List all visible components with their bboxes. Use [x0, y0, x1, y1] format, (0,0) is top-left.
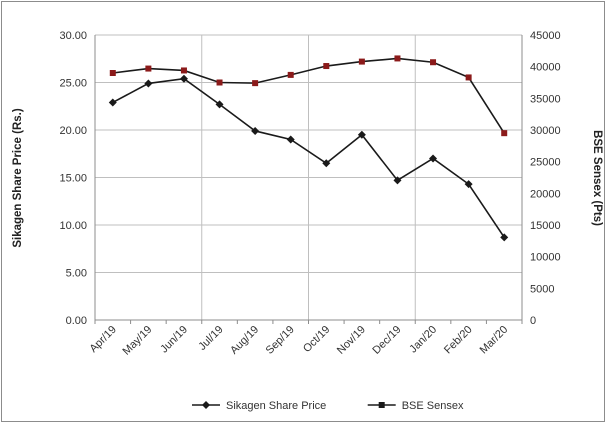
- data-point: [145, 65, 152, 72]
- y-right-tick-label: 5000: [530, 283, 554, 295]
- right-tick-labels: 0 5000 10000 15000 20000 25000 30000 35000 40000…: [530, 30, 561, 327]
- y-axis-right-title: BSE Sensex (Pts): [591, 130, 603, 226]
- series-markers: [108, 55, 509, 242]
- x-tick-label: Feb/20: [442, 324, 475, 357]
- y-right-tick-label: 10000: [530, 252, 561, 264]
- data-point: [180, 67, 187, 74]
- y-axis-left-title: Sikagen Share Price (Rs.): [12, 108, 24, 248]
- data-point: [109, 70, 116, 76]
- x-tick-label: Jan/20: [407, 324, 439, 356]
- series-line-2: [112, 57, 505, 134]
- data-point: [144, 79, 153, 88]
- data-point: [500, 233, 509, 242]
- y-left-tick-label: 15.00: [59, 173, 87, 185]
- x-tick-label: Aug/19: [228, 324, 261, 357]
- y-right-tick-label: 25000: [530, 157, 561, 169]
- axes: [94, 35, 523, 324]
- data-point: [501, 130, 508, 137]
- y-left-tick-label: 0.00: [66, 315, 87, 327]
- y-left-tick-label: 30.00: [59, 30, 87, 42]
- y-left-tick-label: 10.00: [59, 220, 87, 232]
- chart-frame: 0.00 5.00 10.00 15.00 20.00 25.00 30.00 0 5000 1…: [1, 1, 605, 422]
- data-point: [252, 80, 259, 87]
- x-tick-label: Oct/19: [301, 324, 332, 355]
- legend: Sikagen Share Price BSE Sensex: [192, 400, 464, 412]
- series-lines: [112, 57, 505, 238]
- grid-lines: [94, 34, 523, 321]
- data-point: [393, 176, 402, 185]
- y-right-tick-label: 30000: [530, 125, 561, 137]
- y-right-tick-label: 20000: [530, 188, 561, 200]
- data-point: [323, 63, 330, 70]
- x-tick-label: Sep/19: [264, 324, 297, 357]
- data-point: [322, 159, 331, 168]
- y-left-tick-label: 20.00: [59, 125, 87, 137]
- x-tick-label: Jun/19: [158, 324, 190, 356]
- series-line-1: [112, 77, 505, 238]
- data-point: [464, 180, 473, 189]
- legend-label: Sikagen Share Price: [226, 400, 326, 412]
- data-point: [216, 79, 223, 86]
- left-tick-labels: 0.00 5.00 10.00 15.00 20.00 25.00 30.00: [59, 30, 87, 327]
- data-point: [429, 154, 438, 163]
- x-tick-label: May/19: [120, 324, 154, 358]
- x-tick-label: Jul/19: [196, 324, 225, 353]
- x-tick-label: Dec/19: [370, 324, 403, 357]
- x-tick-label: Mar/20: [478, 324, 511, 357]
- data-point: [358, 58, 365, 65]
- x-tick-label: Nov/19: [335, 324, 368, 357]
- x-tick-labels: Apr/19 May/19 Jun/19 Jul/19 Aug/19 Sep/19 Oct/…: [88, 324, 511, 358]
- x-tick-label: Apr/19: [88, 324, 119, 355]
- y-right-tick-label: 0: [530, 315, 536, 327]
- legend-marker: [378, 402, 385, 408]
- data-point: [179, 74, 188, 83]
- data-point: [465, 74, 472, 81]
- legend-label: BSE Sensex: [402, 400, 464, 412]
- data-point: [287, 71, 294, 78]
- data-point: [394, 55, 401, 62]
- data-point: [251, 126, 260, 135]
- legend-marker: [202, 401, 210, 409]
- data-point: [108, 98, 117, 107]
- data-point: [215, 100, 224, 109]
- y-right-tick-label: 45000: [530, 30, 561, 42]
- data-point: [430, 59, 437, 66]
- y-left-tick-label: 25.00: [59, 78, 87, 90]
- y-right-tick-label: 40000: [530, 62, 561, 74]
- data-point: [357, 130, 366, 139]
- y-left-tick-label: 5.00: [66, 268, 87, 280]
- y-right-tick-label: 35000: [530, 93, 561, 105]
- y-right-tick-label: 15000: [530, 220, 561, 232]
- data-point: [286, 135, 295, 144]
- line-chart: 0.00 5.00 10.00 15.00 20.00 25.00 30.00 0 5000 1…: [12, 30, 603, 412]
